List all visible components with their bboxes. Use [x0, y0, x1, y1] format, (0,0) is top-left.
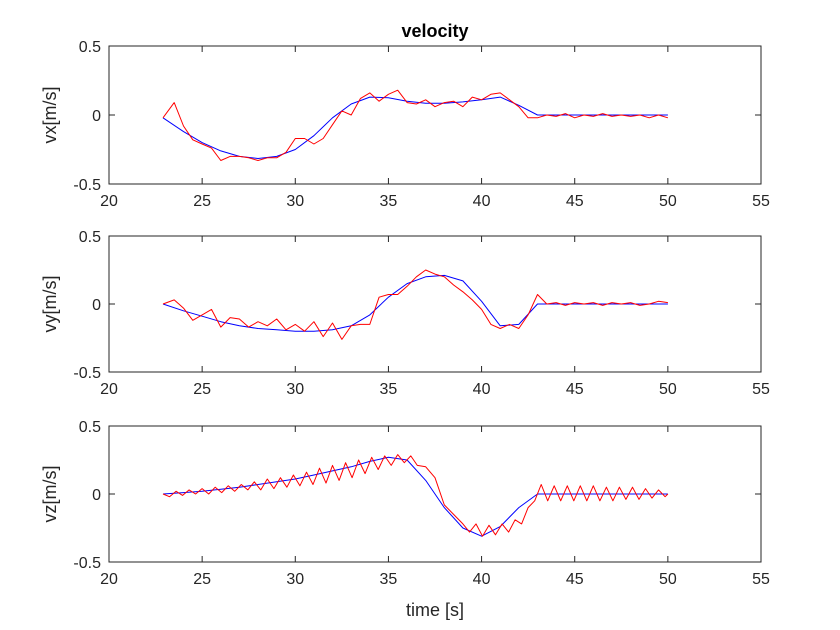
x-tick-label: 20	[100, 381, 118, 398]
x-tick-label: 40	[473, 193, 491, 210]
subplot-vy: 20 25 30 35 40 45 50 55 0.5 0 -0.5 vy[m/s]	[40, 229, 770, 398]
y-axis-label: vx[m/s]	[40, 87, 60, 144]
x-tick-label: 40	[473, 381, 491, 398]
subplot-vx: 20 25 30 35 40 45 50 55 0.5 0 -0.5 vx[m/s]	[40, 39, 770, 210]
y-axis-label: vy[m/s]	[40, 276, 60, 333]
x-tick-label: 35	[380, 381, 398, 398]
x-tick-label: 40	[473, 571, 491, 588]
x-tick-label: 45	[566, 571, 584, 588]
tick-group: 20 25 30 35 40 45 50 55 0.5 0 -0.5	[73, 419, 770, 588]
figure-title: velocity	[401, 21, 468, 41]
x-tick-label: 25	[193, 381, 211, 398]
y-tick-label: 0	[92, 108, 101, 125]
x-tick-label: 45	[566, 193, 584, 210]
x-axis-label: time [s]	[406, 600, 464, 620]
x-tick-label: 30	[286, 571, 304, 588]
x-tick-label: 50	[659, 193, 677, 210]
x-tick-label: 50	[659, 571, 677, 588]
y-tick-label: -0.5	[73, 365, 101, 382]
x-tick-label: 50	[659, 381, 677, 398]
x-tick-label: 55	[752, 571, 770, 588]
x-tick-label: 35	[380, 193, 398, 210]
series-group	[162, 454, 669, 537]
series-group	[162, 89, 669, 161]
red-series-line	[162, 89, 669, 161]
series-group	[162, 269, 668, 340]
x-tick-label: 45	[566, 381, 584, 398]
y-tick-label: -0.5	[73, 555, 101, 572]
x-tick-label: 20	[100, 193, 118, 210]
x-tick-label: 25	[193, 571, 211, 588]
y-tick-label: -0.5	[73, 177, 101, 194]
y-tick-label: 0	[92, 297, 101, 314]
x-tick-label: 25	[193, 193, 211, 210]
tick-group: 20 25 30 35 40 45 50 55 0.5 0 -0.5	[73, 39, 770, 210]
tick-group: 20 25 30 35 40 45 50 55 0.5 0 -0.5	[73, 229, 770, 398]
x-tick-label: 30	[286, 381, 304, 398]
x-tick-label: 20	[100, 571, 118, 588]
subplot-vz: 20 25 30 35 40 45 50 55 0.5 0 -0.5 vz[m/s] time [s…	[40, 419, 770, 620]
red-series-line	[162, 269, 668, 340]
x-tick-label: 55	[752, 193, 770, 210]
y-tick-label: 0.5	[79, 229, 101, 246]
y-axis-label: vz[m/s]	[40, 466, 60, 523]
x-tick-label: 55	[752, 381, 770, 398]
y-tick-label: 0.5	[79, 39, 101, 56]
y-tick-label: 0	[92, 487, 101, 504]
x-tick-label: 30	[286, 193, 304, 210]
red-series-line	[162, 454, 669, 537]
y-tick-label: 0.5	[79, 419, 101, 436]
x-tick-label: 35	[380, 571, 398, 588]
